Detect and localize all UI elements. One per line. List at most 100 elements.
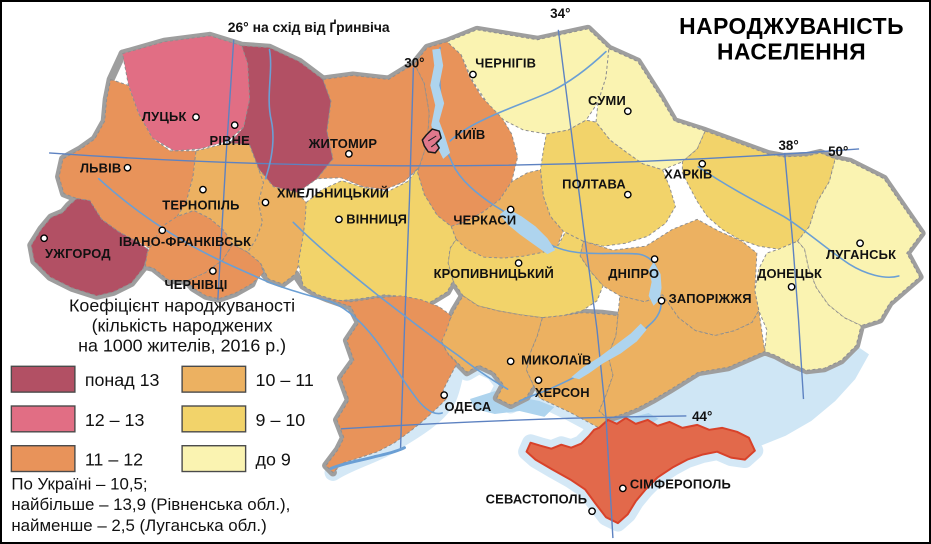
- southern-buh-river: [292, 221, 509, 390]
- stats-line1: По Україні – 10,5;: [11, 474, 147, 493]
- city-label-kyiv: КИЇВ: [455, 127, 486, 142]
- city-dot-kropyvnytskyi: [514, 259, 523, 267]
- graticule-labels: 26° на схід від Ґринвіча 30° 34° 38° 50°…: [228, 6, 849, 424]
- map-title-line2: НАСЕЛЕННЯ: [717, 39, 866, 65]
- city-dot-sumy: [623, 107, 632, 116]
- kyiv-city-shape: [421, 128, 442, 154]
- city-label-lviv: ЛЬВІВ: [80, 161, 122, 176]
- city-label-khmelnytskyi: ХМЕЛЬНИЦЬКИЙ: [277, 186, 389, 201]
- city-label-poltava: ПОЛТАВА: [562, 177, 626, 192]
- kakhovka-reservoir: [571, 323, 647, 380]
- region-sumy: [595, 48, 706, 171]
- city-label-ivano-frankivsk: ІВАНО-ФРАНКІВСЬК: [119, 234, 251, 249]
- legend-swatch-9-10: [181, 405, 247, 433]
- city-dot-chernihiv: [469, 70, 477, 79]
- legend-title-line3: на 1000 жителів, 2016 р.): [78, 335, 286, 355]
- horyn-river: [264, 48, 274, 180]
- city-label-ternopil: ТЕРНОПІЛЬ: [162, 197, 239, 212]
- map-title: НАРОДЖУВАНІСТЬ НАСЕЛЕННЯ: [679, 13, 904, 65]
- legend-label-11-12: 11 – 12: [85, 450, 143, 470]
- city-label-mykolaiv: МИКОЛАЇВ: [521, 352, 591, 367]
- city-label-odesa: ОДЕСА: [445, 399, 492, 414]
- city-label-sevastopol: СЕВАСТОПОЛЬ: [486, 491, 588, 506]
- city-dots: [40, 70, 864, 516]
- legend: Коефіцієнт народжуваності (кількість нар…: [10, 296, 314, 473]
- siverskyi-donets-river: [697, 165, 900, 278]
- city-dot-vinnytsia: [335, 215, 343, 224]
- city-dot-uzhhorod: [40, 234, 48, 243]
- region-ternopil: [176, 142, 264, 253]
- city-dot-zaporizhzhia: [657, 296, 666, 305]
- region-volyn: [122, 35, 253, 152]
- city-label-kherson: ХЕРСОН: [535, 385, 590, 400]
- meridian-26: [217, 39, 235, 300]
- meridian-note-label: 26° на схід від Ґринвіча: [228, 19, 390, 35]
- legend-swatch-12-13: [10, 405, 76, 433]
- meridian-38-label: 38°: [778, 138, 798, 153]
- city-dot-odesa: [440, 391, 449, 399]
- meridian-34: [557, 29, 614, 539]
- city-dot-kherson: [534, 376, 543, 385]
- city-dot-kharkiv: [698, 159, 707, 168]
- legend-label-10-11: 10 – 11: [256, 370, 314, 390]
- city-dot-lviv: [123, 163, 132, 172]
- rivers: [97, 46, 900, 471]
- kyiv-city-hatch: [428, 135, 440, 148]
- city-label-kharkiv: ХАРКІВ: [664, 167, 712, 182]
- city-dot-donetsk: [787, 283, 796, 291]
- city-dot-lutsk: [192, 113, 200, 122]
- city-label-simferopol: СІМФЕРОПОЛЬ: [630, 476, 731, 491]
- legend-label-9-10: 9 – 10: [256, 410, 306, 430]
- city-label-rivne: РІВНЕ: [210, 133, 251, 148]
- region-zakarpattia: [30, 198, 150, 297]
- city-dot-chernivtsi: [209, 267, 217, 275]
- city-label-lutsk: ЛУЦЬК: [142, 109, 187, 124]
- legend-label-under-9: до 9: [256, 450, 291, 470]
- parallel-50: [49, 148, 860, 167]
- city-label-dnipro: ДНІПРО: [608, 266, 659, 281]
- map-title-line1: НАРОДЖУВАНІСТЬ: [679, 13, 904, 39]
- city-label-cherkasy: ЧЕРКАСИ: [453, 212, 516, 227]
- meridian-30-label: 30°: [404, 56, 424, 71]
- region-vinnytsia: [297, 166, 457, 304]
- region-mykolaiv: [440, 295, 543, 406]
- city-label-chernihiv: ЧЕРНІГІВ: [475, 56, 536, 71]
- city-dot-dnipro: [650, 255, 659, 263]
- city-dot-luhansk: [856, 239, 864, 248]
- region-rivne: [229, 45, 334, 194]
- city-dot-ternopil: [199, 185, 207, 194]
- meridian-34-label: 34°: [550, 6, 570, 21]
- legend-label-12-13: 12 – 13: [85, 410, 145, 430]
- city-dot-poltava: [623, 190, 632, 199]
- region-crimea: [525, 416, 756, 525]
- region-khmelnytskyi: [247, 168, 309, 285]
- legend-label-over-13: понад 13: [85, 370, 160, 390]
- regions: [30, 28, 923, 525]
- danube-river: [329, 446, 406, 471]
- city-labels: ЛУЦЬК РІВНЕ ЛЬВІВ ТЕРНОПІЛЬ УЖГОРОД ІВАН…: [45, 56, 896, 507]
- city-label-sumy: СУМИ: [588, 93, 626, 108]
- city-dot-mykolaiv: [506, 357, 515, 366]
- graticule: [49, 29, 860, 539]
- stats-line2: найбільше – 13,9 (Рівненська обл.),: [11, 495, 290, 514]
- legend-title-line2: (кількість народжених: [92, 316, 273, 336]
- city-label-zhytomyr: ЖИТОМИР: [308, 136, 378, 151]
- region-dnipro: [579, 218, 760, 337]
- parallel-50-label: 50°: [828, 144, 848, 159]
- summary-stats: По Україні – 10,5; найбільше – 13,9 (Рів…: [11, 474, 290, 535]
- city-label-uzhhorod: УЖГОРОД: [45, 246, 111, 261]
- legend-title-line1: Коефіцієнт народжуваності: [69, 296, 295, 316]
- dniester-river: [97, 177, 443, 415]
- meridian-30: [399, 67, 415, 451]
- city-dot-rivne: [230, 121, 239, 129]
- city-label-donetsk: ДОНЕЦЬК: [757, 266, 822, 281]
- city-dot-zhytomyr: [344, 150, 353, 158]
- stats-line3: найменше – 2,5 (Луганська обл.): [11, 516, 266, 535]
- city-dot-sevastopol: [588, 507, 596, 516]
- legend-swatch-10-11: [181, 365, 247, 393]
- city-label-luhansk: ЛУГАНСЬК: [826, 247, 896, 262]
- kyiv-city-symbol: [421, 128, 442, 154]
- region-zhytomyr: [316, 63, 430, 191]
